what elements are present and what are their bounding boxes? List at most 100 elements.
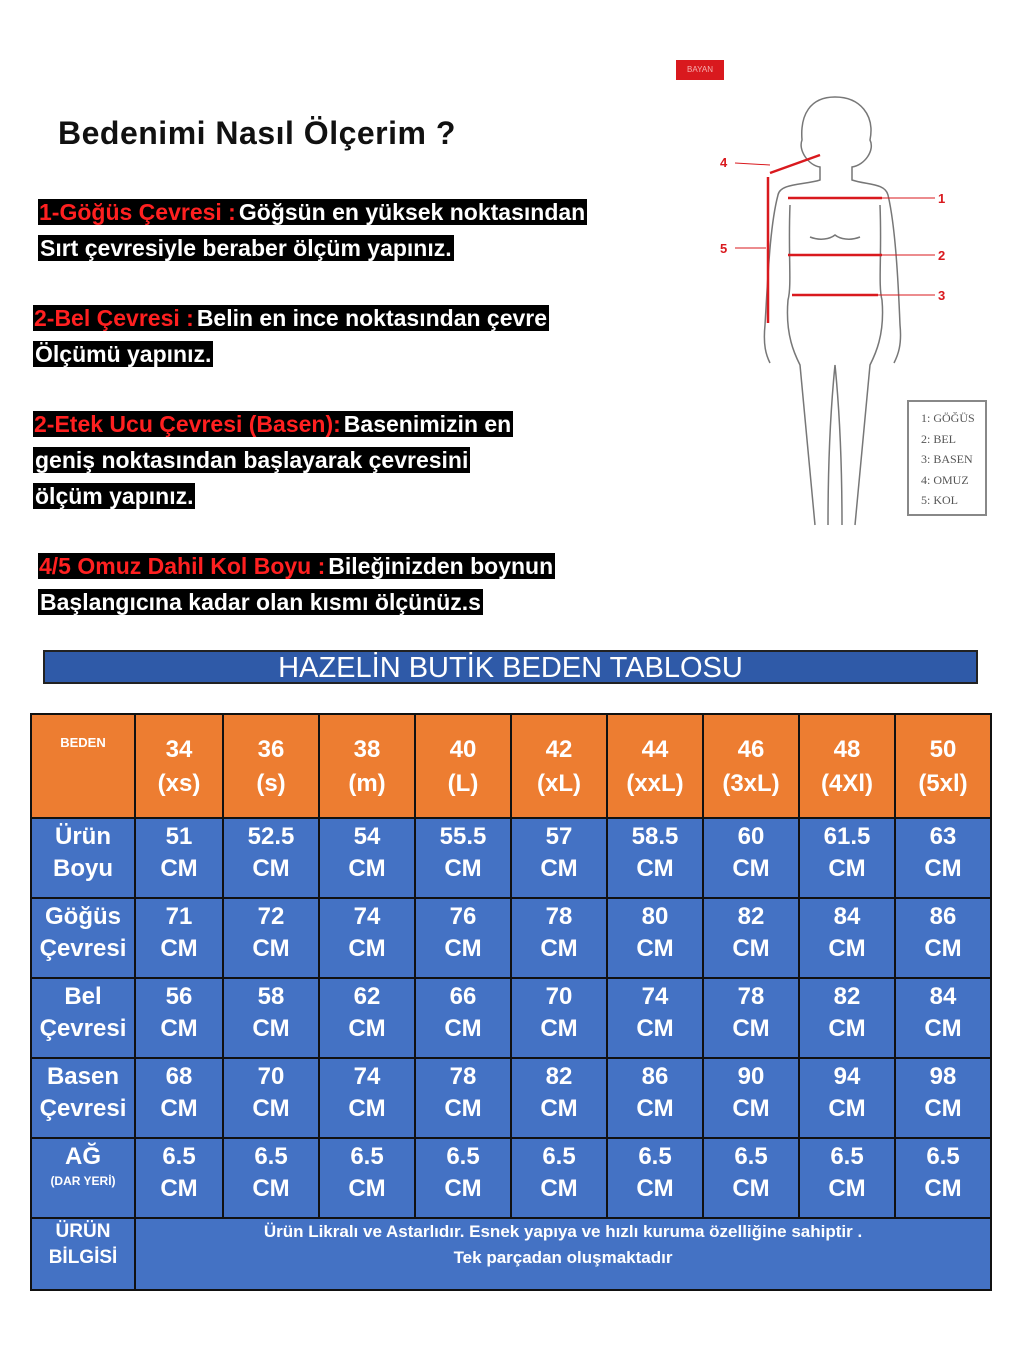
size-header: 38 (m) [318,713,416,819]
cell-unit: CM [924,1175,962,1202]
marker-1: 1 [938,191,945,206]
table-cell: 94 CM [798,1057,896,1139]
cell-value: 6.5 [638,1143,672,1170]
cell-value: 84 [833,903,861,930]
table-cell: 54 CM [318,817,416,899]
cell-unit: CM [636,1095,674,1122]
size-number: 40 [449,736,477,763]
row-label-line: Göğüs [45,903,121,930]
size-header: 50 (5xl) [894,713,992,819]
table-row: Ürün Boyu 51 CM 52.5 CM 54 CM 55.5 CM 57 CM 58.5 CM 60… [30,817,992,899]
table-cell: 6.5 CM [606,1137,704,1219]
size-header: 34 (xs) [134,713,224,819]
table-cell: 78 CM [510,897,608,979]
table-cell: 68 CM [134,1057,224,1139]
cell-unit: CM [540,1015,578,1042]
instruction-chest: 1-Göğüs Çevresi : Göğsün en yüksek noktas… [38,194,588,266]
cell-unit: CM [732,855,770,882]
table-cell: 63 CM [894,817,992,899]
cell-unit: CM [348,935,386,962]
cell-value: 6.5 [254,1143,288,1170]
cell-unit: CM [252,1015,290,1042]
table-cell: 72 CM [222,897,320,979]
size-header: 40 (L) [414,713,512,819]
cell-value: 76 [449,903,477,930]
size-number: 50 [929,736,957,763]
cell-unit: CM [540,855,578,882]
size-code: (xxL) [626,770,684,797]
cell-value: 6.5 [446,1143,480,1170]
legend-item: 5: KOL [921,493,958,507]
table-cell: 86 CM [606,1057,704,1139]
measurement-lines [734,153,935,323]
table-cell: 70 CM [510,977,608,1059]
table-cell: 80 CM [606,897,704,979]
cell-unit: CM [540,1175,578,1202]
cell-unit: CM [160,1175,198,1202]
marker-5: 5 [720,241,727,256]
row-label-line: ÜRÜN [55,1221,111,1242]
table-cell: 74 CM [318,897,416,979]
cell-value: 82 [737,903,765,930]
instruction-text: Göğsün en yüksek noktasından [236,199,588,225]
product-info-text: Ürün Likralı ve Astarlıdır. Esnek yapıya… [134,1217,992,1291]
table-row: Bel Çevresi 56 CM 58 CM 62 CM 66 CM 70 CM 74 CM 78 CM 82… [30,977,992,1059]
size-number: 44 [641,736,669,763]
table-cell: 78 CM [414,1057,512,1139]
cell-value: 52.5 [247,823,295,850]
legend-item: 3: BASEN [921,452,973,466]
table-cell: 6.5 CM [414,1137,512,1219]
marker-4: 4 [720,155,728,170]
table-cell: 86 CM [894,897,992,979]
cell-value: 84 [929,983,957,1010]
size-code: (4Xl) [820,770,873,797]
row-label-line: Basen [46,1063,120,1090]
table-cell: 6.5 CM [318,1137,416,1219]
cell-value: 82 [545,1063,573,1090]
size-code: (xs) [157,770,201,797]
table-cell: 6.5 CM [798,1137,896,1219]
table-cell: 6.5 CM [222,1137,320,1219]
cell-unit: CM [160,855,198,882]
cell-unit: CM [924,1015,962,1042]
table-cell: 78 CM [702,977,800,1059]
row-label: ÜRÜN BİLGİSİ [30,1217,136,1291]
cell-unit: CM [348,1175,386,1202]
cell-unit: CM [828,1015,866,1042]
cell-unit: CM [828,1175,866,1202]
size-number: 46 [737,736,765,763]
size-code: (m) [348,770,386,797]
cell-value: 56 [165,983,193,1010]
table-cell: 51 CM [134,817,224,899]
body-measurement-figure: 1 2 3 4 5 [720,96,945,526]
table-cell: 71 CM [134,897,224,979]
cell-value: 51 [165,823,193,850]
size-number: 38 [353,736,381,763]
size-table-title: HAZELİN BUTİK BEDEN TABLOSU [43,650,978,684]
size-code: (L) [447,770,479,797]
legend-item: 4: OMUZ [921,472,969,487]
table-cell: 76 CM [414,897,512,979]
cell-unit: CM [444,1095,482,1122]
product-info-row: ÜRÜN BİLGİSİ Ürün Likralı ve Astarlıdır. E… [30,1217,992,1291]
cell-value: 61.5 [823,823,871,850]
cell-value: 60 [737,823,765,850]
size-header: 48 (4Xl) [798,713,896,819]
table-cell: 56 CM [134,977,224,1059]
instruction-text: geniş noktasından başlayarak çevresini [33,447,471,473]
size-number: 48 [833,736,861,763]
cell-value: 74 [353,903,381,930]
table-cell: 61.5 CM [798,817,896,899]
figure-legend: 1: GÖĞÜS 2: BEL 3: BASEN 4: OMUZ 5: KOL [907,400,987,516]
instruction-label: 2-Bel Çevresi : [33,305,195,331]
cell-value: 94 [833,1063,861,1090]
cell-value: 6.5 [734,1143,768,1170]
table-cell: 82 CM [798,977,896,1059]
cell-value: 6.5 [350,1143,384,1170]
cell-value: 66 [449,983,477,1010]
info-line: Tek parçadan oluşmaktadır [453,1248,673,1267]
instruction-text: Bileğinizden boynun [326,553,556,579]
cell-unit: CM [924,1095,962,1122]
table-cell: 82 CM [510,1057,608,1139]
size-code: (5xl) [918,770,968,797]
